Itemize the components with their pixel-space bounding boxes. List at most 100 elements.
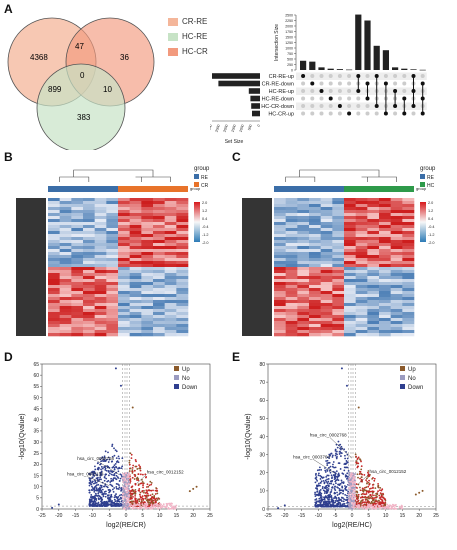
point-down [330,489,333,491]
heatmap-cell [285,318,298,322]
heatmap-cell [118,246,130,250]
point-down [101,488,104,491]
heatmap-cell [320,318,333,322]
heatmap-cell [153,243,165,247]
point-up [356,473,359,476]
group-legend-swatch-0 [420,174,425,179]
point-down [327,478,330,480]
heatmap-cell [59,291,72,295]
heatmap-cell [379,279,391,283]
heatmap-cell [320,294,333,298]
point-down [108,494,110,497]
heatmap-cell [379,315,391,319]
heatmap-cell [118,213,130,217]
point-down [93,504,96,507]
point-down [118,479,121,482]
heatmap-cell [106,225,119,229]
point-down [338,498,341,500]
heatmap-cell [390,198,403,202]
heatmap-cell [59,201,72,205]
heatmap-cell [355,288,368,292]
x-tick-label: -10 [315,513,322,519]
point-down [97,483,100,486]
point-down [98,478,101,481]
point-up [152,499,155,502]
heatmap-cell [176,246,189,250]
upset-dot [337,89,342,93]
heatmap-cell [344,255,356,259]
point-down [314,493,316,496]
point-no [351,502,354,505]
heatmap-cell [141,231,154,235]
point-no [125,488,128,491]
point-down [323,482,326,485]
heatmap-cell [379,312,391,316]
heatmap-cell [59,333,72,337]
heatmap-cell [94,330,107,334]
heatmap-cell [379,201,391,205]
heatmap-cell [83,324,95,328]
group-bar-left [48,186,118,192]
point-down [320,468,323,471]
heatmap-cell [176,294,189,298]
heatmap-cell [344,327,356,331]
venn-count-center: 0 [80,71,85,80]
heatmap-cell [83,219,95,223]
heatmap-cell [48,207,60,211]
point-up [367,470,370,472]
heatmap-cell [129,237,142,241]
heatmap-cell [367,333,380,337]
heatmap-cell [129,300,142,304]
heatmap-cell [83,267,95,271]
heatmap-cell [285,333,298,337]
heatmap-cell [297,261,310,265]
heatmap-cell [355,282,368,286]
heatmap-cell [390,258,403,262]
heatmap-cell [153,234,165,238]
heatmap-cell [355,210,368,214]
point-down [111,503,113,505]
point-up [155,487,158,489]
heatmap-cell [390,267,403,271]
upset-row-bg [296,72,427,80]
heatmap-cell [129,207,142,211]
point-up [376,493,379,496]
heatmap-cell [164,303,177,307]
heatmap-cell [344,312,356,316]
point-down [324,479,327,482]
heatmap-cell [83,297,95,301]
point-down [344,466,347,469]
heatmap-cell [320,234,333,238]
point-up [157,497,160,500]
point-no [378,506,381,508]
heatmap-cell [59,222,72,226]
point-up [147,494,150,497]
point-down [334,472,337,475]
heatmap-cell [141,225,154,229]
heatmap-cell [297,327,310,331]
heatmap-cell [83,300,95,304]
heatmap-cell [83,240,95,244]
heatmap-cell [83,261,95,265]
point-up [360,460,362,463]
heatmap-cell [274,264,286,268]
heatmap-cell [332,222,345,226]
heatmap-cell [83,291,95,295]
y-tick-label: 25 [33,451,39,457]
point-down [339,468,342,470]
heatmap-cell [285,237,298,241]
point-up [378,497,381,499]
point-down [110,484,113,487]
point-up [367,500,370,503]
point-down [104,495,107,498]
point-down [331,456,334,458]
heatmap-cell [344,231,356,235]
heatmap-cell [379,216,391,220]
point-down [107,489,110,491]
point-up [156,492,159,495]
point-up [367,491,370,494]
heatmap-cell [106,237,119,241]
upset-dot [365,111,370,116]
heatmap-cell [71,318,84,322]
heatmap-cell [309,237,321,241]
